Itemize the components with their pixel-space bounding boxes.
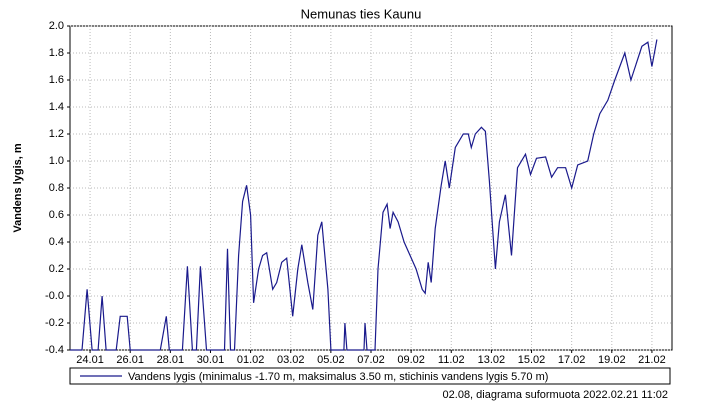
data-line (70, 39, 658, 351)
y-tick-label: 1.2 (49, 128, 64, 140)
x-tick-label: 26.01 (116, 354, 144, 366)
y-tick-label: -0.2 (45, 317, 64, 329)
x-tick-label: 24.01 (76, 354, 104, 366)
x-tick-label: 21.02 (638, 354, 666, 366)
x-tick-label: 17.02 (558, 354, 586, 366)
x-tick-label: 15.02 (518, 354, 546, 366)
y-tick-label: 0.4 (49, 236, 64, 248)
x-tick-label: 13.02 (478, 354, 506, 366)
x-tick-label: 03.02 (277, 354, 305, 366)
y-tick-label: 0.2 (49, 263, 64, 275)
legend-label: Vandens lygis (minimalus -1.70 m, maksim… (128, 371, 548, 383)
y-tick-label: 1.6 (49, 74, 64, 86)
y-tick-label: 0.6 (49, 209, 64, 221)
legend-box (69, 367, 671, 385)
y-tick-label: -0.0 (45, 290, 64, 302)
chart-title: Nemunas ties Kaunu (301, 6, 422, 21)
y-tick-label: 1.4 (49, 101, 64, 113)
y-tick-label: 2.0 (49, 20, 64, 32)
x-tick-label: 30.01 (197, 354, 225, 366)
x-tick-label: 19.02 (598, 354, 626, 366)
x-tick-label: 28.01 (157, 354, 185, 366)
x-tick-label: 11.02 (438, 354, 465, 366)
x-tick-label: 07.02 (357, 354, 385, 366)
x-tick-label: 05.02 (317, 354, 345, 366)
footer-note: 02.08, diagrama suformuota 2022.02.21 11… (443, 389, 668, 401)
x-tick-label: 01.02 (237, 354, 265, 366)
x-tick-label: 09.02 (397, 354, 425, 366)
y-tick-label: 1.0 (49, 155, 64, 167)
y-axis-label: Vandens lygis, m (12, 143, 24, 232)
y-tick-label: 1.8 (49, 47, 64, 59)
y-tick-label: 0.8 (49, 182, 64, 194)
y-tick-label: -0.4 (45, 344, 64, 356)
